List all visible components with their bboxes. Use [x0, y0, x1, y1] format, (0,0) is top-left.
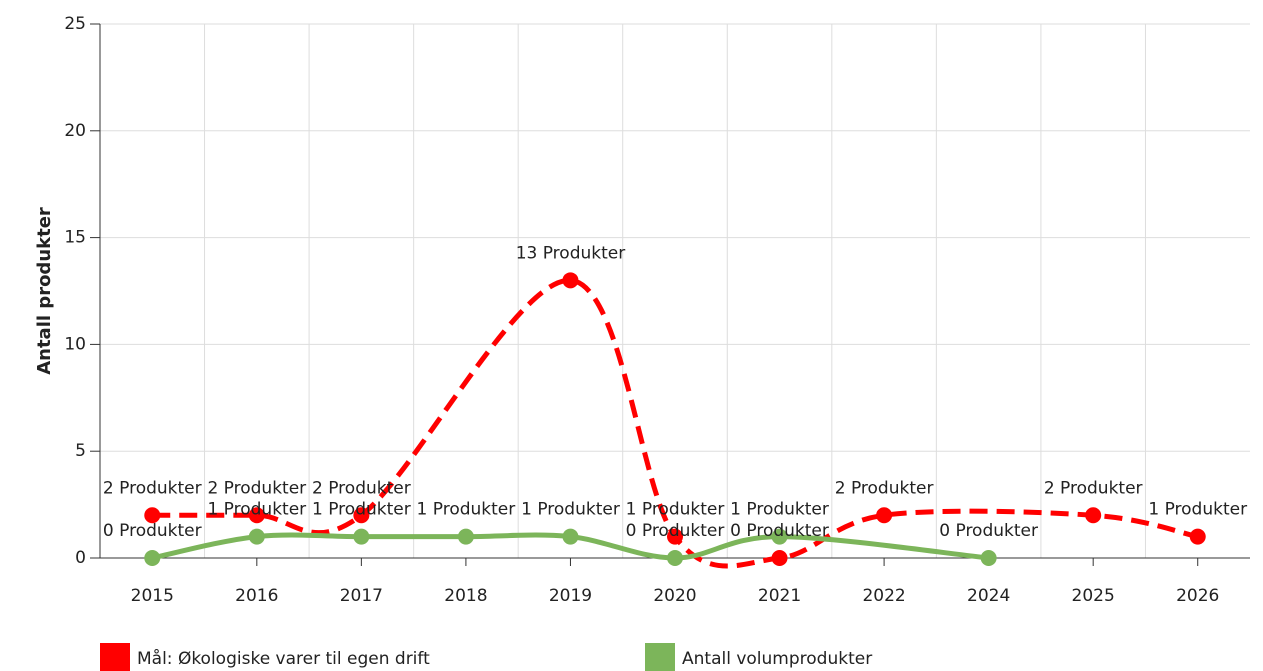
x-tick-label: 2026: [1176, 586, 1219, 606]
data-label: 1 Produkter: [1148, 500, 1247, 520]
data-label: 2 Produkter: [103, 478, 202, 498]
y-tick-label: 0: [75, 548, 86, 568]
series-line: [152, 277, 1199, 569]
point: [353, 528, 370, 545]
x-tick-label: 2015: [131, 586, 174, 606]
legend-label: Antall volumprodukter: [682, 649, 872, 669]
data-label: 0 Produkter: [939, 521, 1038, 541]
point: [771, 550, 788, 566]
legend-swatch: [645, 643, 675, 671]
point: [667, 550, 683, 566]
x-tick-label: 2021: [758, 586, 801, 606]
point: [562, 528, 579, 545]
data-label: 1 Produkter: [417, 500, 516, 520]
x-tick-label: 2017: [340, 586, 383, 606]
data-label: 13 Produkter: [516, 243, 626, 263]
point: [1085, 507, 1102, 524]
legend-swatch: [100, 643, 130, 671]
point: [353, 507, 370, 524]
data-label: 2 Produkter: [835, 478, 934, 498]
data-label: 2 Produkter: [1044, 478, 1143, 498]
point: [876, 507, 893, 524]
point: [144, 550, 161, 566]
x-tick-label: 2024: [967, 586, 1010, 606]
y-tick-label: 5: [75, 441, 86, 461]
point: [457, 528, 474, 545]
data-label: 1 Produkter: [730, 500, 829, 520]
y-axis-title: Antall produkter: [34, 207, 55, 375]
point: [667, 528, 683, 545]
point: [562, 272, 579, 289]
y-tick-label: 20: [64, 121, 86, 141]
data-label: 1 Produkter: [207, 500, 306, 520]
x-tick-label: 2025: [1072, 586, 1115, 606]
y-tick-label: 10: [64, 334, 86, 354]
data-label: 0 Produkter: [103, 521, 202, 541]
data-label: 1 Produkter: [626, 500, 725, 520]
point: [1189, 528, 1206, 545]
y-tick-label: 15: [64, 228, 86, 248]
point: [771, 528, 788, 545]
y-tick-label: 25: [64, 14, 86, 34]
point: [248, 528, 265, 545]
data-label: 2 Produkter: [312, 478, 411, 498]
x-tick-label: 2020: [653, 586, 696, 606]
data-label: 1 Produkter: [521, 500, 620, 520]
point: [980, 550, 997, 566]
x-tick-label: 2016: [235, 586, 278, 606]
x-tick-label: 2018: [444, 586, 487, 606]
point: [248, 507, 265, 524]
data-label: 0 Produkter: [626, 521, 725, 541]
legend-label: Mål: Økologiske varer til egen drift: [137, 648, 430, 669]
point: [144, 507, 161, 524]
data-label: 0 Produkter: [730, 521, 829, 541]
data-label: 1 Produkter: [312, 500, 411, 520]
data-label: 2 Produkter: [207, 478, 306, 498]
x-tick-label: 2019: [549, 586, 592, 606]
x-tick-label: 2022: [862, 586, 905, 606]
